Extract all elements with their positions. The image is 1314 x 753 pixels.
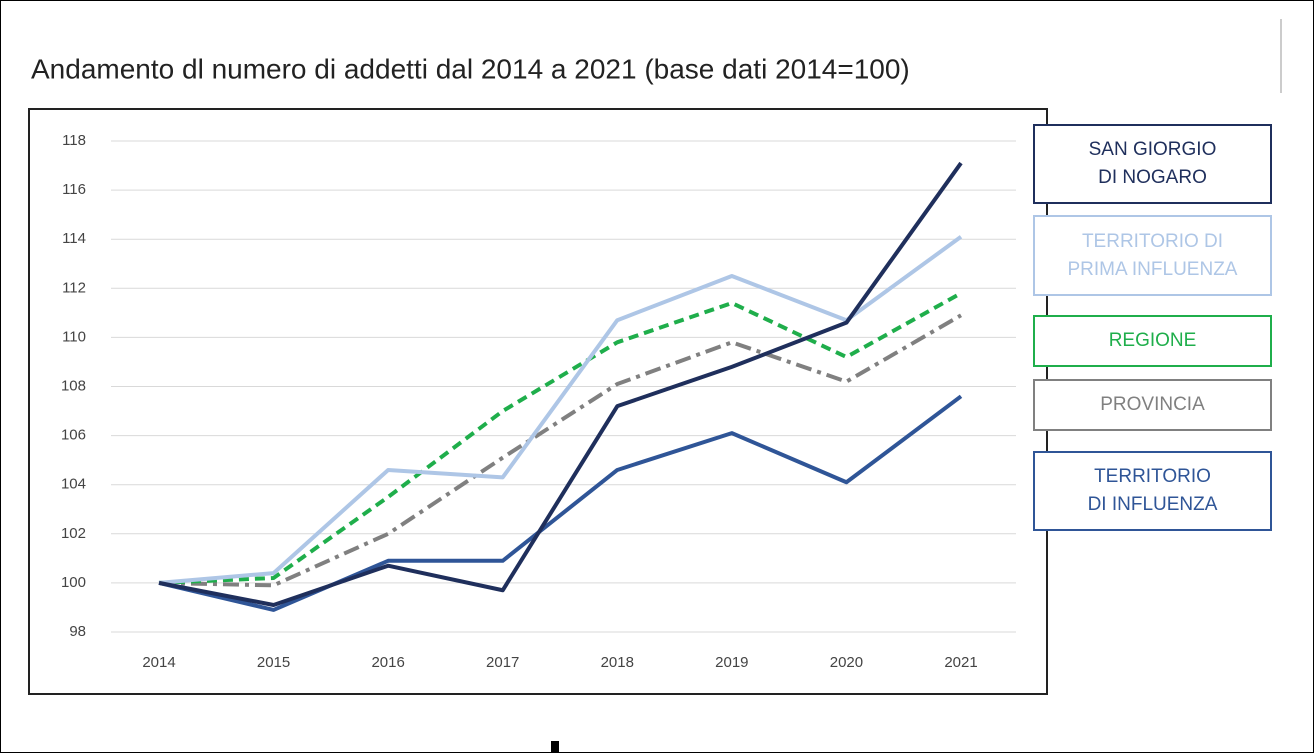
plot-frame [28, 108, 1048, 695]
series-line [158, 313, 963, 588]
y-tick-label: 98 [69, 623, 86, 640]
series-line [158, 394, 963, 612]
series-line [158, 161, 963, 607]
legend-entry: TERRITORIO DI INFLUENZA [1033, 451, 1272, 531]
artifact [551, 741, 559, 752]
y-tick-label: 104 [61, 476, 86, 493]
legend-entry: TERRITORIO DI PRIMA INFLUENZA [1033, 215, 1272, 296]
x-tick-label: 2021 [944, 654, 977, 671]
y-tick-label: 108 [61, 377, 86, 394]
y-tick-label: 102 [61, 525, 86, 542]
x-tick-label: 2020 [830, 654, 863, 671]
y-tick-label: 106 [61, 427, 86, 444]
y-tick-label: 112 [62, 279, 86, 296]
y-tick-label: 118 [62, 132, 86, 149]
x-tick-label: 2015 [257, 654, 290, 671]
chart-title: Andamento dl numero di addetti dal 2014 … [31, 53, 910, 84]
x-tick-label: 2014 [142, 654, 175, 671]
series-line [158, 291, 962, 585]
x-tick-label: 2016 [371, 654, 404, 671]
y-tick-label: 114 [62, 230, 86, 247]
x-tick-label: 2017 [486, 654, 519, 671]
legend-entry: REGIONE [1033, 315, 1272, 367]
x-tick-label: 2019 [715, 654, 748, 671]
y-tick-label: 116 [62, 181, 86, 198]
legend-entry: SAN GIORGIO DI NOGARO [1033, 124, 1272, 204]
series-line [158, 235, 963, 585]
y-tick-label: 100 [61, 574, 86, 591]
legend-entry: PROVINCIA [1033, 379, 1272, 431]
x-tick-label: 2018 [601, 654, 634, 671]
y-tick-label: 110 [62, 328, 86, 345]
